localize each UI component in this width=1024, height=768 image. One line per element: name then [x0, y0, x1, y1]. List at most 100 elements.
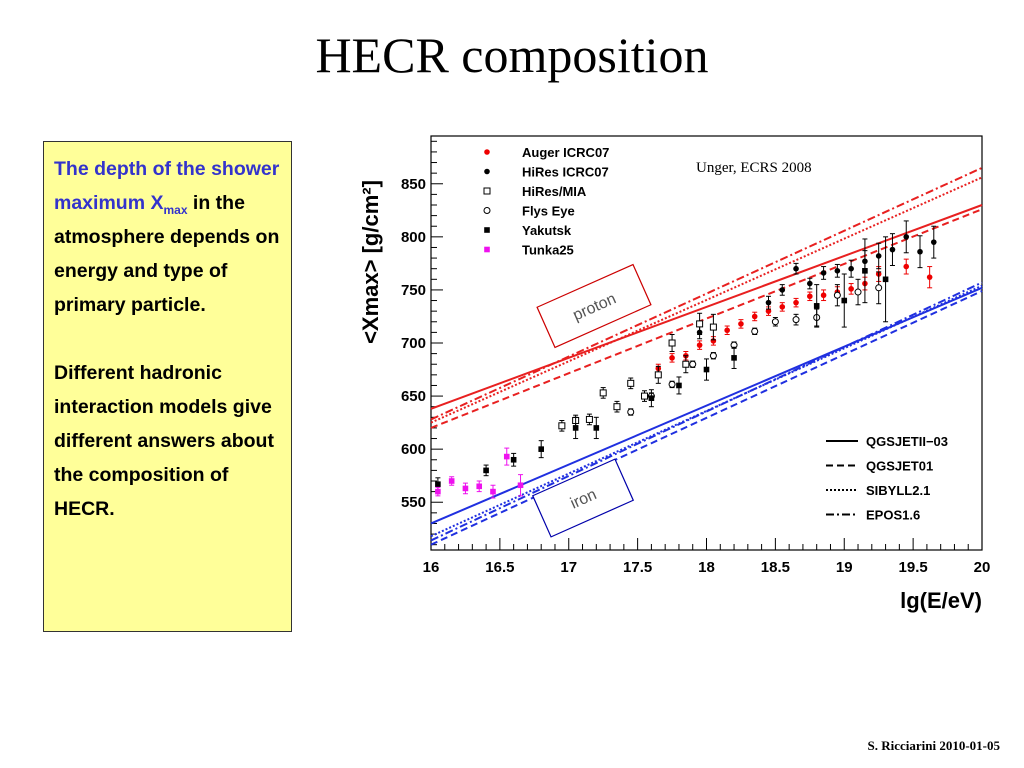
- model-line-iron-sibyll2.1: [430, 284, 983, 538]
- legend-marker-yakutsk: [484, 227, 490, 233]
- legend-label: Yakutsk: [522, 223, 572, 238]
- data-point-hires-icrc07: [793, 265, 799, 272]
- description-paragraph-1: The depth of the shower maximum Xmax in …: [54, 152, 287, 322]
- data-point-hires-mia: [641, 392, 649, 400]
- data-point-yakutsk: [572, 425, 579, 431]
- data-point-yakutsk: [703, 366, 710, 373]
- data-point-auger-icrc07: [779, 304, 786, 310]
- slide-title: HECR composition: [315, 27, 709, 83]
- footer-author-date: S. Ricciarini 2010-01-05: [867, 738, 1000, 753]
- data-point-yakutsk: [813, 303, 820, 309]
- data-point-auger-icrc07: [926, 274, 933, 280]
- y-tick-label: 850: [401, 176, 426, 193]
- data-point-flys-eye: [709, 352, 717, 360]
- iron-box: iron: [531, 458, 635, 538]
- data-point-hires-mia: [668, 339, 676, 347]
- legend-label: Auger ICRC07: [522, 145, 609, 160]
- data-point-yakutsk: [841, 297, 848, 304]
- x-tick-label: 20: [974, 559, 991, 576]
- data-point-auger-icrc07: [807, 293, 813, 300]
- data-point-hires-mia: [654, 371, 662, 379]
- description-paragraph-1-rest: in the atmosphere depends on energy and …: [54, 192, 280, 316]
- data-point-hires-mia: [696, 320, 704, 328]
- data-point-auger-icrc07: [848, 286, 854, 292]
- data-point-flys-eye: [771, 318, 779, 326]
- data-point-auger-icrc07: [724, 327, 730, 334]
- data-point-hires-icrc07: [807, 280, 813, 287]
- data-point-auger-icrc07: [738, 321, 744, 327]
- series-hires-icrc07: [696, 220, 937, 340]
- data-point-auger-icrc07: [751, 313, 758, 320]
- x-tick-label: 18.5: [761, 559, 790, 576]
- data-point-auger-icrc07: [793, 299, 799, 306]
- x-tick-label: 19.5: [899, 559, 928, 576]
- data-point-tunka25: [448, 478, 455, 484]
- description-paragraph-2: Different hadronic interaction models gi…: [54, 362, 274, 520]
- data-point-hires-mia: [709, 323, 717, 331]
- legend-label: EPOS1.6: [866, 508, 920, 523]
- data-point-yakutsk: [538, 446, 544, 452]
- data-series: [435, 220, 937, 499]
- x-axis-label: lg(E/eV): [900, 588, 982, 613]
- data-point-yakutsk: [593, 425, 600, 431]
- data-point-hires-icrc07: [848, 265, 854, 272]
- legend-label: HiRes/MIA: [522, 184, 587, 199]
- proton-box-frame: [536, 263, 652, 349]
- chart-annotation: Unger, ECRS 2008: [696, 160, 812, 176]
- legend-marker-flys-eye: [483, 207, 491, 214]
- legend-marker-hires-mia: [483, 187, 491, 195]
- data-point-yakutsk: [435, 481, 441, 487]
- description-textbox: The depth of the shower maximum Xmax in …: [43, 141, 292, 632]
- data-point-hires-icrc07: [889, 246, 896, 253]
- model-line-iron-epos1.6: [430, 281, 983, 542]
- plot-frame: 16 16.5 17 17.5 18 18.5 19 19.5 20 550 600 650 700 75…: [401, 135, 991, 576]
- legend-label: Tunka25: [522, 243, 574, 258]
- data-point-yakutsk: [862, 268, 868, 274]
- data-point-tunka25: [490, 488, 496, 495]
- x-tick-label: 19: [836, 559, 853, 576]
- data-point-tunka25: [476, 483, 483, 490]
- data-point-hires-icrc07: [820, 270, 827, 276]
- xmax-definition: The depth of the shower maximum X: [54, 158, 280, 214]
- data-point-hires-icrc07: [903, 234, 910, 240]
- data-point-tunka25: [503, 453, 510, 460]
- data-point-hires-mia: [558, 422, 566, 430]
- data-point-yakutsk: [483, 467, 489, 474]
- model-line-proton-sibyll2.1: [430, 176, 983, 424]
- y-tick-label: 750: [401, 282, 426, 299]
- data-point-hires-mia: [613, 403, 621, 411]
- series-yakutsk: [435, 236, 889, 492]
- x-tick-label: 17.5: [623, 559, 652, 576]
- data-point-yakutsk: [882, 276, 889, 283]
- data-point-yakutsk: [648, 395, 655, 401]
- data-point-hires-mia: [627, 379, 635, 387]
- data-point-hires-mia: [682, 360, 690, 368]
- legend-label: HiRes ICRC07: [522, 165, 609, 180]
- iron-box-frame: [531, 458, 635, 538]
- data-point-auger-icrc07: [696, 342, 703, 348]
- data-point-flys-eye: [875, 284, 883, 292]
- model-line-proton-qgsjetii-03: [430, 204, 983, 410]
- legend-marker-hires-icrc07: [484, 168, 490, 175]
- data-point-yakutsk: [731, 355, 737, 361]
- y-tick-label: 550: [401, 494, 426, 511]
- series-flys-eye: [627, 271, 883, 416]
- data-point-hires-mia: [585, 415, 593, 423]
- data-point-flys-eye: [689, 360, 697, 368]
- data-point-yakutsk: [510, 456, 517, 463]
- data-point-auger-icrc07: [820, 292, 827, 299]
- x-tick-label: 17: [560, 559, 577, 576]
- x-tick-label: 18: [698, 559, 715, 576]
- data-point-hires-mia: [599, 389, 607, 397]
- xmax-chart: 16 16.5 17 17.5 18 18.5 19 19.5 20 550 600 650 700 75…: [358, 135, 991, 613]
- data-point-auger-icrc07: [669, 355, 675, 361]
- data-point-flys-eye: [751, 327, 759, 335]
- data-point-flys-eye: [854, 288, 862, 296]
- series-tunka25: [435, 447, 524, 499]
- data-point-auger-icrc07: [903, 263, 910, 270]
- xmax-subscript: max: [163, 202, 188, 217]
- y-tick-label: 800: [401, 229, 426, 246]
- data-point-flys-eye: [627, 408, 635, 416]
- proton-box: proton: [536, 263, 652, 349]
- data-point-flys-eye: [668, 380, 676, 388]
